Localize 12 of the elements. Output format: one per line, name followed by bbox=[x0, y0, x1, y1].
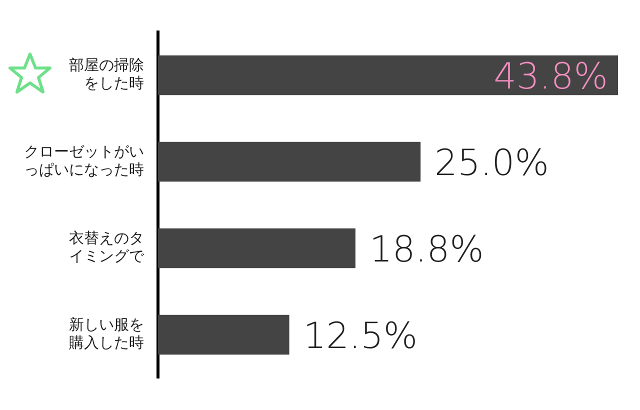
data-label: 25.0% bbox=[434, 143, 549, 184]
y-tick-label: 衣替えのタイミングで bbox=[69, 229, 145, 266]
bar bbox=[158, 314, 290, 355]
data-label: 12.5% bbox=[303, 316, 418, 358]
bar bbox=[158, 142, 421, 182]
y-tick-label: 新しい服を購入した時 bbox=[69, 316, 144, 352]
y-tick-label: 部屋の掃除をした時 bbox=[69, 56, 144, 92]
data-label: 18.8% bbox=[369, 230, 484, 271]
bar bbox=[158, 55, 618, 96]
data-label: 43.8% bbox=[494, 56, 608, 98]
bar bbox=[158, 228, 356, 268]
y-tick-label: クローゼットがいっぱいになった時 bbox=[24, 142, 144, 179]
